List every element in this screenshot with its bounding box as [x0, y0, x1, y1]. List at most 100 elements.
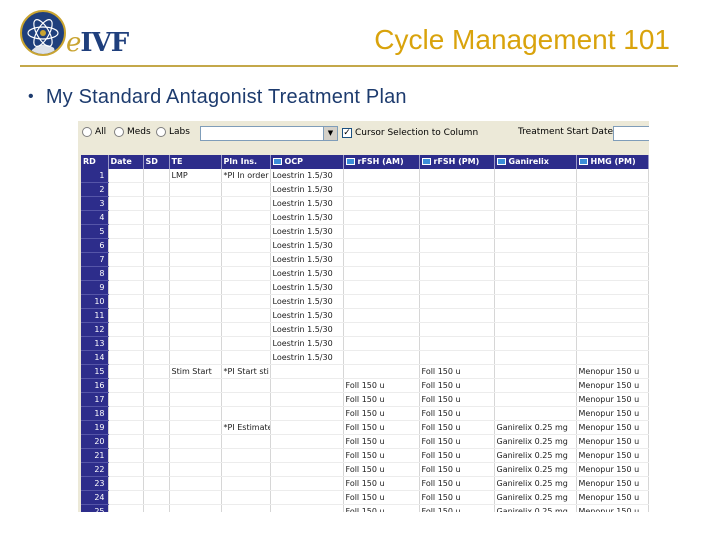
table-cell[interactable]: Menopur 150 u — [576, 476, 649, 491]
column-header[interactable]: Pln Ins. — [221, 155, 271, 169]
table-cell[interactable] — [108, 322, 144, 337]
table-cell[interactable]: Menopur 150 u — [576, 364, 649, 379]
table-cell[interactable] — [343, 168, 420, 183]
table-cell[interactable]: Loestrin 1.5/30 — [270, 280, 344, 295]
column-menu-icon[interactable] — [272, 158, 282, 166]
table-cell[interactable] — [343, 252, 420, 267]
table-row[interactable]: 22 Foll 150 u Foll 150 u Ganirelix 0.25 mg M… — [81, 462, 649, 477]
table-cell[interactable] — [108, 210, 144, 225]
table-cell[interactable] — [143, 336, 170, 351]
table-cell[interactable] — [494, 210, 577, 225]
table-cell[interactable] — [108, 476, 144, 491]
table-cell[interactable] — [494, 392, 577, 407]
table-row[interactable]: 9 Loestrin 1.5/30 — [81, 280, 649, 295]
table-cell[interactable] — [576, 168, 649, 183]
table-cell[interactable]: Foll 150 u — [419, 434, 495, 449]
table-cell[interactable]: Foll 150 u — [419, 462, 495, 477]
table-cell[interactable]: Loestrin 1.5/30 — [270, 168, 344, 183]
table-cell[interactable]: Foll 150 u — [343, 378, 420, 393]
table-cell[interactable] — [108, 224, 144, 239]
table-cell[interactable]: Ganirelix 0.25 mg — [494, 434, 577, 449]
table-cell[interactable] — [419, 238, 495, 253]
table-cell[interactable]: Menopur 150 u — [576, 490, 649, 505]
table-cell[interactable] — [169, 462, 222, 477]
table-cell[interactable] — [419, 322, 495, 337]
column-header[interactable]: rFSH (PM) — [419, 155, 495, 169]
table-cell[interactable] — [108, 168, 144, 183]
table-cell[interactable]: Menopur 150 u — [576, 406, 649, 421]
table-cell[interactable] — [343, 322, 420, 337]
column-header[interactable]: Ganirelix — [494, 155, 577, 169]
table-cell[interactable]: Loestrin 1.5/30 — [270, 350, 344, 365]
cursor-selection-checkbox[interactable]: ✓ Cursor Selection to Column — [342, 128, 478, 138]
table-cell[interactable] — [419, 196, 495, 211]
column-menu-icon[interactable] — [578, 158, 588, 166]
table-cell[interactable] — [270, 490, 344, 505]
table-cell[interactable] — [343, 308, 420, 323]
table-cell[interactable]: Foll 150 u — [419, 490, 495, 505]
table-cell[interactable] — [419, 168, 495, 183]
table-cell[interactable] — [169, 238, 222, 253]
table-cell[interactable]: Ganirelix 0.25 mg — [494, 448, 577, 463]
table-cell[interactable] — [143, 266, 170, 281]
table-cell[interactable] — [143, 490, 170, 505]
table-cell[interactable] — [143, 392, 170, 407]
table-cell[interactable] — [576, 350, 649, 365]
table-cell[interactable]: *PI Estimate — [221, 420, 271, 435]
table-cell[interactable]: *PI In order — [221, 168, 271, 183]
table-cell[interactable] — [108, 350, 144, 365]
table-cell[interactable]: Foll 150 u — [419, 406, 495, 421]
filter-all-radio[interactable]: All — [82, 127, 106, 137]
column-header[interactable]: RD — [81, 155, 109, 169]
column-menu-icon[interactable] — [421, 158, 431, 166]
table-cell[interactable] — [169, 294, 222, 309]
table-cell[interactable]: Foll 150 u — [419, 448, 495, 463]
table-row[interactable]: 21 Foll 150 u Foll 150 u Ganirelix 0.25 mg M… — [81, 448, 649, 463]
table-cell[interactable] — [576, 280, 649, 295]
table-cell[interactable] — [108, 364, 144, 379]
table-cell[interactable] — [343, 294, 420, 309]
filter-labs-radio[interactable]: Labs — [156, 127, 190, 137]
table-cell[interactable] — [143, 168, 170, 183]
table-cell[interactable] — [143, 252, 170, 267]
table-cell[interactable] — [419, 252, 495, 267]
table-cell[interactable] — [169, 224, 222, 239]
table-cell[interactable] — [270, 448, 344, 463]
table-cell[interactable] — [494, 224, 577, 239]
table-cell[interactable]: Loestrin 1.5/30 — [270, 196, 344, 211]
table-row[interactable]: 10 Loestrin 1.5/30 — [81, 294, 649, 309]
table-cell[interactable] — [494, 308, 577, 323]
table-cell[interactable] — [108, 266, 144, 281]
table-cell[interactable]: Foll 150 u — [419, 392, 495, 407]
table-cell[interactable] — [221, 280, 271, 295]
table-cell[interactable] — [221, 266, 271, 281]
table-cell[interactable] — [143, 462, 170, 477]
table-cell[interactable]: Foll 150 u — [343, 490, 420, 505]
table-cell[interactable] — [108, 196, 144, 211]
table-row[interactable]: 13 Loestrin 1.5/30 — [81, 336, 649, 351]
table-cell[interactable] — [108, 280, 144, 295]
table-row[interactable]: 25 Foll 150 u Foll 150 u Ganirelix 0.25 mg M… — [81, 504, 649, 512]
table-cell[interactable] — [143, 280, 170, 295]
table-cell[interactable] — [108, 238, 144, 253]
table-cell[interactable] — [343, 280, 420, 295]
table-cell[interactable] — [419, 294, 495, 309]
column-header[interactable]: Date — [108, 155, 144, 169]
column-header[interactable]: SD — [143, 155, 170, 169]
table-cell[interactable] — [576, 224, 649, 239]
table-cell[interactable]: Foll 150 u — [419, 476, 495, 491]
table-cell[interactable]: Loestrin 1.5/30 — [270, 210, 344, 225]
table-row[interactable]: 6 Loestrin 1.5/30 — [81, 238, 649, 253]
table-cell[interactable] — [169, 322, 222, 337]
table-cell[interactable]: Loestrin 1.5/30 — [270, 322, 344, 337]
table-cell[interactable]: Loestrin 1.5/30 — [270, 294, 344, 309]
table-cell[interactable]: Ganirelix 0.25 mg — [494, 490, 577, 505]
table-cell[interactable]: Loestrin 1.5/30 — [270, 238, 344, 253]
table-cell[interactable] — [494, 336, 577, 351]
table-cell[interactable] — [221, 224, 271, 239]
table-cell[interactable] — [343, 224, 420, 239]
table-cell[interactable] — [576, 238, 649, 253]
table-cell[interactable] — [169, 350, 222, 365]
table-cell[interactable] — [576, 336, 649, 351]
column-header[interactable]: rFSH (AM) — [343, 155, 420, 169]
